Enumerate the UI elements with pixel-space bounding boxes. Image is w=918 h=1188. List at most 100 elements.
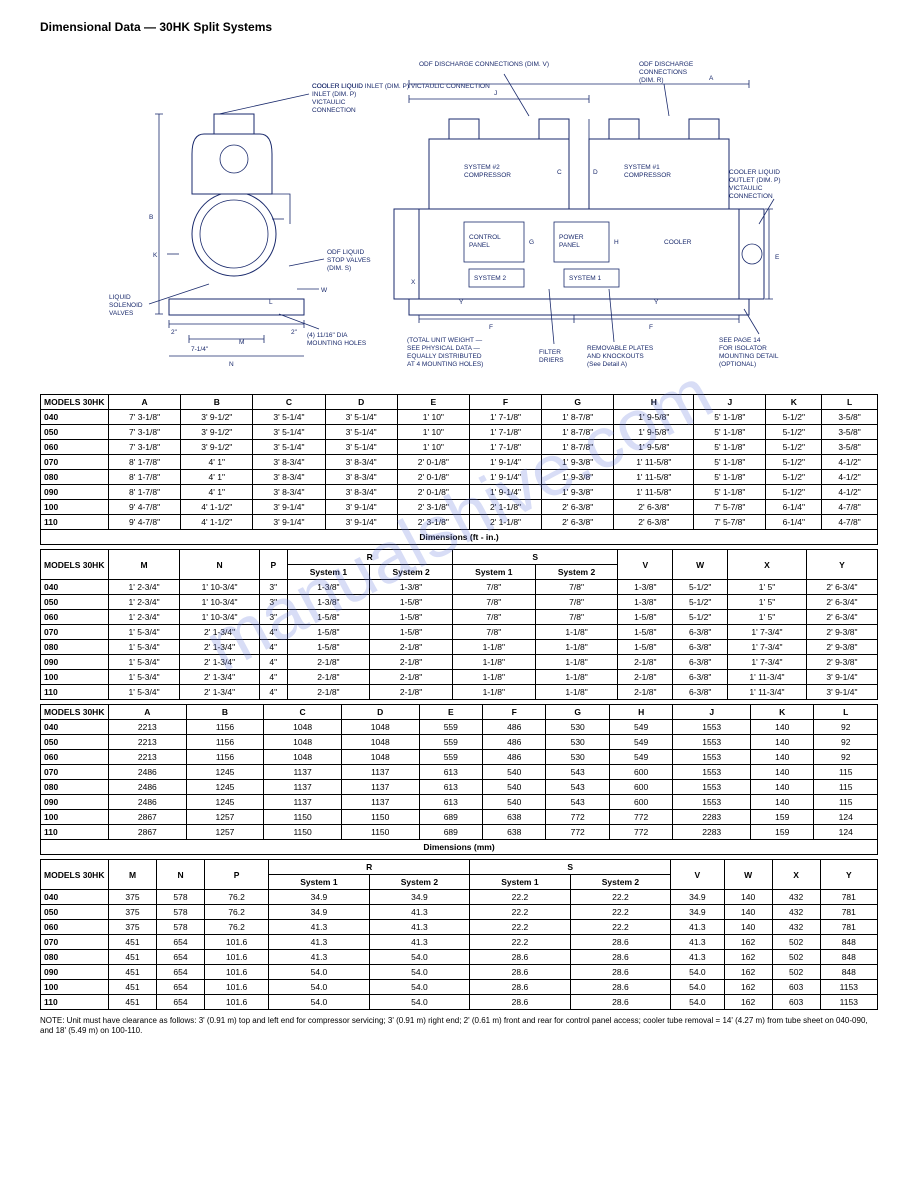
dim-cell: 28.6 xyxy=(570,995,671,1010)
dim-cell: 7/8" xyxy=(452,625,535,640)
table-row: 1101' 5-3/4"2' 1-3/4"4"2-1/8"2-1/8"1-1/8… xyxy=(41,685,878,700)
svg-text:A: A xyxy=(709,75,714,82)
dim-cell: 34.9 xyxy=(369,890,470,905)
dim-cell: 1553 xyxy=(673,780,751,795)
svg-text:B: B xyxy=(149,214,153,221)
model-cell: 070 xyxy=(41,765,109,780)
table-row: 0708' 1-7/8"4' 1"3' 8-3/4"3' 8-3/4"2' 0-… xyxy=(41,455,878,470)
dim-cell: 5-1/2" xyxy=(673,580,728,595)
dim-cell: 162 xyxy=(724,980,772,995)
dim-header: L xyxy=(822,395,878,410)
table-row: 0407' 3-1/8"3' 9-1/2"3' 5-1/4"3' 5-1/4"1… xyxy=(41,410,878,425)
dim-cell: 772 xyxy=(546,825,609,840)
model-cell: 090 xyxy=(41,485,109,500)
dim-cell: 486 xyxy=(483,735,546,750)
dim-cell: 5' 1-1/8" xyxy=(694,440,766,455)
model-cell: 090 xyxy=(41,795,109,810)
model-cell: 110 xyxy=(41,685,109,700)
dim-cell: 54.0 xyxy=(369,995,470,1010)
table-row: 090451654101.654.054.028.628.654.0162502… xyxy=(41,965,878,980)
system2-box-label: SYSTEM 2 xyxy=(474,275,507,282)
dim-cell: 1' 8-7/8" xyxy=(542,425,614,440)
dim-cell: 600 xyxy=(609,795,672,810)
dim-cell: 3' 8-3/4" xyxy=(253,455,325,470)
dim-cell: 101.6 xyxy=(205,995,269,1010)
dim-cell: 159 xyxy=(751,825,814,840)
dim-cell: 7/8" xyxy=(452,595,535,610)
dim-cell: 1553 xyxy=(673,765,751,780)
sub-header: System 2 xyxy=(370,565,453,580)
dim-header: K xyxy=(766,395,822,410)
dim-cell: 2-1/8" xyxy=(287,685,370,700)
dim-cell: 7' 5-7/8" xyxy=(694,515,766,530)
dim-cell: 1-1/8" xyxy=(535,685,618,700)
dim-cell: 1137 xyxy=(264,765,342,780)
sub-header: System 2 xyxy=(369,875,470,890)
dim-cell: 1-5/8" xyxy=(370,610,453,625)
dim-cell: 76.2 xyxy=(205,905,269,920)
table-row: 0601' 2-3/4"1' 10-3/4"3"1-5/8"1-5/8"7/8"… xyxy=(41,610,878,625)
filter-driers-label: FILTERDRIERS xyxy=(539,349,564,364)
dim-cell: 540 xyxy=(483,780,546,795)
svg-text:E: E xyxy=(775,254,780,261)
model-cell: 100 xyxy=(41,810,109,825)
dim-cell: 1-5/8" xyxy=(618,640,673,655)
dim-cell: 1-5/8" xyxy=(287,625,370,640)
model-cell: 080 xyxy=(41,640,109,655)
model-cell: 040 xyxy=(41,410,109,425)
svg-text:H: H xyxy=(614,239,619,246)
dim-cell: 4-7/8" xyxy=(822,500,878,515)
dim-cell: 3' 9-1/4" xyxy=(325,515,397,530)
dim-cell: 5' 1-1/8" xyxy=(694,470,766,485)
dim-cell: 6-1/4" xyxy=(766,500,822,515)
cooler-outlet-label: COOLER LIQUIDOUTLET (DIM. P)VICTAULICCON… xyxy=(729,169,781,200)
dim-cell: 530 xyxy=(546,720,609,735)
dim-cell: 101.6 xyxy=(205,980,269,995)
dim-cell: 3' 8-3/4" xyxy=(253,470,325,485)
dim-cell: 1' 5" xyxy=(728,610,807,625)
dim-cell: 613 xyxy=(419,795,482,810)
dim-cell: 28.6 xyxy=(570,980,671,995)
isolator-label: SEE PAGE 14FOR ISOLATORMOUNTING DETAIL(O… xyxy=(719,337,779,368)
dim-cell: 3-5/8" xyxy=(822,425,878,440)
dim-cell: 1553 xyxy=(673,720,751,735)
dim-cell: 3' 8-3/4" xyxy=(253,485,325,500)
dim-cell: 124 xyxy=(814,825,878,840)
dim-cell: 613 xyxy=(419,780,482,795)
dim-cell: 76.2 xyxy=(205,920,269,935)
dim-cell: 1' 7-3/4" xyxy=(728,640,807,655)
dim-header: E xyxy=(419,705,482,720)
model-cell: 050 xyxy=(41,595,109,610)
dimensions-table-metric-2: MODELS 30HKMNPRSVWXY System 1System 2Sys… xyxy=(40,859,878,1010)
dim-cell: 375 xyxy=(109,905,157,920)
dim-cell: 6-3/8" xyxy=(673,640,728,655)
dim-cell: 502 xyxy=(772,965,820,980)
model-header: MODELS 30HK xyxy=(41,860,109,890)
dim-cell: 6-3/8" xyxy=(673,670,728,685)
dim-header: X xyxy=(772,860,820,890)
dim-cell: 1245 xyxy=(186,780,264,795)
dim-cell: 3" xyxy=(260,580,288,595)
dim-cell: 432 xyxy=(772,905,820,920)
dim-cell: 1-5/8" xyxy=(370,625,453,640)
dim-cell: 2' 1-3/4" xyxy=(180,640,260,655)
dim-cell: 22.2 xyxy=(570,920,671,935)
dim-cell: 4' 1" xyxy=(181,455,253,470)
dim-cell: 2' 0-1/8" xyxy=(397,485,469,500)
dim-cell: 41.3 xyxy=(269,950,370,965)
svg-text:W: W xyxy=(321,287,328,294)
dim-cell: 2-1/8" xyxy=(618,655,673,670)
dim-cell: 54.0 xyxy=(269,980,370,995)
dim-cell: 5' 1-1/8" xyxy=(694,425,766,440)
table-row: 0801' 5-3/4"2' 1-3/4"4"1-5/8"2-1/8"1-1/8… xyxy=(41,640,878,655)
model-header: MODELS 30HK xyxy=(41,550,109,580)
dim-cell: 2486 xyxy=(109,765,187,780)
dim-header: N xyxy=(180,550,260,580)
dim-cell: 22.2 xyxy=(570,905,671,920)
dim-cell: 5-1/2" xyxy=(766,410,822,425)
dim-header: Y xyxy=(820,860,877,890)
dim-cell: 530 xyxy=(546,735,609,750)
dim-cell: 1-1/8" xyxy=(452,685,535,700)
model-cell: 090 xyxy=(41,965,109,980)
dim-cell: 8' 1-7/8" xyxy=(109,485,181,500)
